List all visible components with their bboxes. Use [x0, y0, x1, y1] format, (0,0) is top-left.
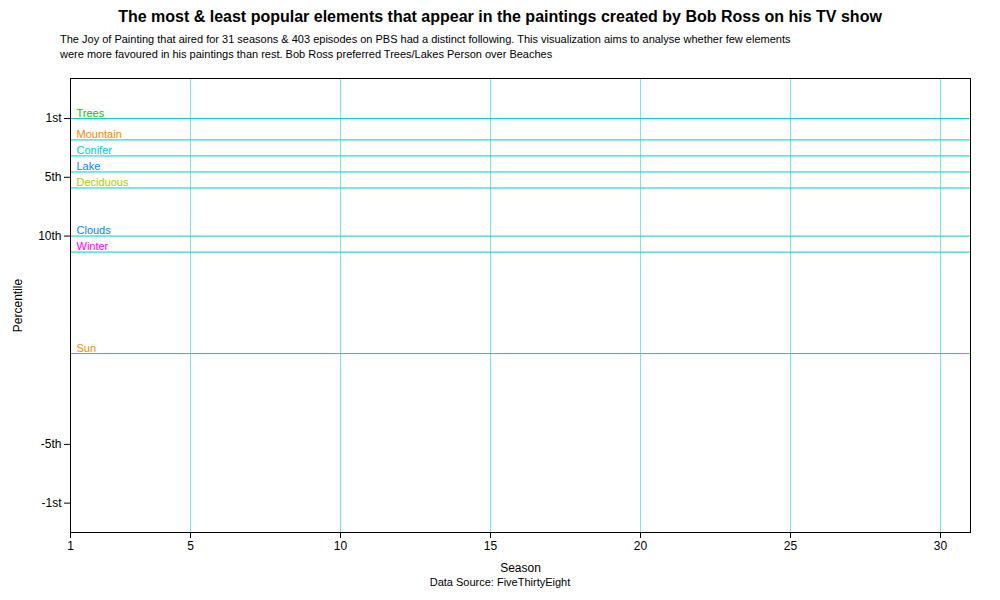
- svg-text:25: 25: [784, 539, 798, 553]
- html-text:The most & least popular eleme: The most & least popular elements that a…: [118, 8, 882, 25]
- svg-text:10th: 10th: [38, 229, 61, 243]
- svg-text:-1st: -1st: [41, 496, 62, 510]
- svg-text:15: 15: [484, 539, 498, 553]
- svg-text:Deciduous: Deciduous: [77, 176, 129, 188]
- svg-text:Sun: Sun: [77, 341, 97, 353]
- svg-text:10: 10: [334, 539, 348, 553]
- svg-text:Season: Season: [500, 560, 541, 574]
- svg-text:1: 1: [67, 539, 74, 553]
- svg-text:Trees: Trees: [77, 106, 105, 118]
- html-text:Data Source: FiveThirtyEight: Data Source: FiveThirtyEight: [429, 575, 571, 588]
- svg-text:Lake: Lake: [77, 160, 101, 172]
- html-text:The Joy of Painting that aired: The Joy of Painting that aired for 31 se…: [60, 33, 791, 60]
- svg-text:5: 5: [187, 539, 194, 553]
- svg-text:1st: 1st: [45, 111, 62, 125]
- svg-text:Percentile: Percentile: [11, 278, 25, 332]
- svg-text:Clouds: Clouds: [77, 224, 112, 236]
- svg-text:Winter: Winter: [77, 240, 109, 252]
- svg-text:5th: 5th: [45, 170, 62, 184]
- svg-text:20: 20: [634, 539, 648, 553]
- svg-text:-5th: -5th: [41, 437, 62, 451]
- svg-text:30: 30: [934, 539, 948, 553]
- svg-text:Conifer: Conifer: [77, 144, 113, 156]
- svg-text:Mountain: Mountain: [77, 128, 122, 140]
